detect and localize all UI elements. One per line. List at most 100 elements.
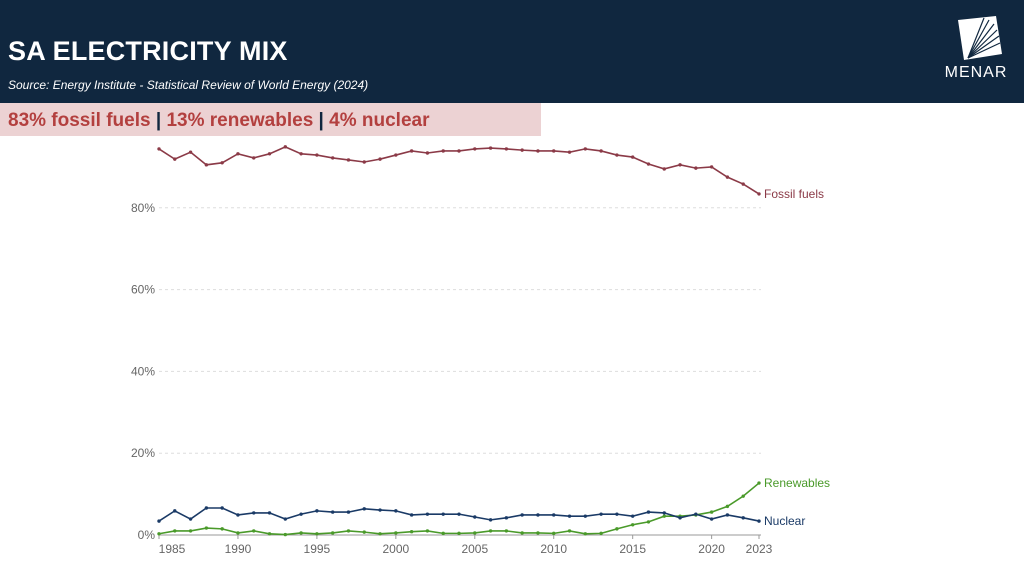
data-point [757, 192, 761, 196]
source-note: Source: Energy Institute - Statistical R… [8, 78, 369, 92]
data-point [488, 146, 493, 150]
data-point [630, 514, 635, 518]
data-point [552, 149, 556, 153]
data-point [741, 516, 745, 520]
data-point [204, 526, 209, 530]
data-point [220, 527, 224, 531]
data-point [583, 514, 588, 518]
data-point [678, 163, 682, 167]
x-tick-label: 2005 [461, 542, 488, 556]
data-point [346, 510, 351, 514]
data-point [425, 529, 430, 533]
data-point [378, 532, 382, 536]
data-point [267, 511, 272, 515]
x-tick-label: 1985 [159, 542, 186, 556]
data-point [504, 516, 509, 520]
data-point [741, 182, 745, 186]
data-point [599, 149, 603, 153]
data-point [394, 531, 398, 535]
data-point [709, 517, 714, 521]
data-point [441, 149, 445, 153]
logo-text: MENAR [944, 64, 1008, 81]
data-point [252, 156, 256, 160]
header: SA ELECTRICITY MIX Source: Energy Instit… [0, 0, 1024, 103]
x-tick-label: 2000 [382, 542, 409, 556]
x-tick-label: 2010 [540, 542, 567, 556]
data-point [315, 509, 319, 513]
series-line-renewables [158, 482, 760, 536]
data-point [299, 531, 303, 535]
data-point [188, 517, 193, 521]
data-point [646, 510, 651, 514]
data-point [615, 153, 619, 157]
data-point [378, 157, 382, 161]
data-point [425, 151, 430, 155]
data-point [504, 147, 509, 151]
data-point [346, 529, 351, 533]
data-point [615, 527, 619, 531]
data-point [378, 508, 382, 512]
data-point [157, 532, 161, 536]
data-point [678, 516, 682, 520]
data-point [709, 510, 714, 514]
data-point [441, 531, 445, 536]
data-point [441, 512, 445, 516]
fossil-share: 83% fossil fuels [8, 110, 151, 131]
series-label: Nuclear [764, 514, 805, 528]
data-point [473, 147, 477, 151]
separator: | [318, 110, 324, 131]
data-point [725, 513, 730, 517]
data-point [741, 494, 745, 498]
data-point [346, 158, 351, 162]
data-point [583, 147, 588, 151]
data-point [757, 519, 761, 523]
data-point [236, 531, 240, 535]
data-point [536, 149, 540, 153]
data-point [536, 531, 540, 535]
data-point [694, 166, 698, 170]
data-point [157, 147, 161, 151]
data-point [757, 481, 761, 485]
y-tick-label: 40% [131, 364, 155, 378]
data-point [236, 152, 240, 156]
data-point [520, 148, 524, 152]
data-point [283, 532, 288, 537]
data-point [299, 512, 303, 516]
data-point [662, 511, 666, 515]
data-point [552, 531, 556, 536]
data-point [267, 152, 272, 156]
data-point [630, 155, 635, 159]
data-point [315, 153, 319, 157]
renewables-share: 13% renewables [166, 110, 314, 131]
data-point [267, 532, 272, 536]
data-point [362, 530, 366, 534]
data-point [504, 529, 509, 533]
data-point [236, 513, 240, 517]
data-point [473, 515, 477, 519]
series-label: Fossil fuels [764, 187, 824, 201]
data-point [615, 512, 619, 516]
data-point [409, 513, 414, 517]
data-point [204, 163, 209, 167]
x-tick-label: 2015 [619, 542, 646, 556]
data-point [583, 532, 588, 536]
data-point [457, 531, 461, 536]
data-point [709, 165, 714, 169]
data-point [425, 512, 430, 516]
data-point [220, 506, 224, 510]
data-point [488, 529, 493, 533]
y-tick-label: 80% [131, 201, 155, 215]
data-point [362, 507, 366, 511]
data-point [567, 150, 572, 154]
data-point [630, 523, 635, 527]
data-point [283, 517, 288, 521]
y-tick-label: 20% [131, 446, 155, 460]
data-point [394, 509, 398, 513]
data-point [330, 531, 335, 535]
data-point [157, 519, 161, 523]
series-label: Renewables [764, 476, 830, 490]
data-point [457, 149, 461, 153]
data-point [283, 145, 288, 149]
data-point [188, 529, 193, 533]
